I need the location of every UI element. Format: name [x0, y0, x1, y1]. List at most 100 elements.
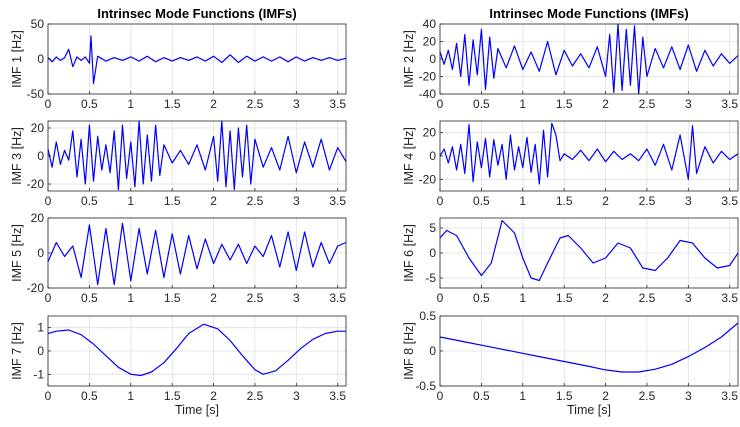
- series-line-imf3: [47, 120, 347, 191]
- y-axis-label: IMF 2 [Hz]: [402, 30, 416, 88]
- y-tick-label: -20: [419, 172, 437, 186]
- x-tick-label: 3.5: [721, 97, 738, 111]
- y-tick-label: 40: [423, 17, 437, 31]
- x-tick-label: 0.5: [473, 194, 490, 208]
- y-tick-label: -20: [419, 70, 437, 84]
- x-tick-label: 3: [685, 389, 692, 403]
- x-tick-label: 1: [519, 194, 526, 208]
- x-tick-label: 2: [210, 97, 217, 111]
- x-tick-label: 1.5: [556, 291, 573, 305]
- x-tick-label: 1.5: [164, 291, 181, 305]
- y-axis-label: IMF 7 [Hz]: [10, 322, 24, 380]
- x-tick-label: 2.5: [247, 291, 264, 305]
- y-tick-label: 20: [31, 211, 45, 225]
- y-tick-label: 0: [37, 246, 44, 260]
- x-tick-label: 3.5: [329, 97, 346, 111]
- y-tick-label: 0.5: [419, 309, 436, 323]
- x-tick-label: 0: [437, 194, 444, 208]
- x-tick-label: 2: [210, 291, 217, 305]
- y-axis-label: IMF 8 [Hz]: [402, 322, 416, 380]
- y-tick-label: -50: [27, 87, 45, 101]
- y-axis-label: IMF 5 [Hz]: [10, 224, 24, 282]
- y-tick-label: 50: [31, 17, 45, 31]
- x-tick-label: 1: [519, 291, 526, 305]
- series-line-imf2: [439, 23, 739, 95]
- x-tick-label: 0.5: [81, 194, 98, 208]
- x-tick-label: 1.5: [556, 389, 573, 403]
- x-tick-label: 0.5: [473, 389, 490, 403]
- x-tick-label: 3.5: [329, 291, 346, 305]
- y-tick-label: 0: [37, 344, 44, 358]
- y-tick-label: 20: [31, 121, 45, 135]
- x-tick-label: 3: [685, 97, 692, 111]
- x-tick-label: 0: [45, 389, 52, 403]
- x-tick-label: 3: [685, 194, 692, 208]
- y-tick-label: 0: [429, 149, 436, 163]
- x-tick-label: 1: [127, 389, 134, 403]
- x-tick-label: 3.5: [721, 389, 738, 403]
- x-tick-label: 2: [210, 194, 217, 208]
- x-tick-label: 0.5: [473, 97, 490, 111]
- x-tick-label: 3: [293, 389, 300, 403]
- x-tick-label: 2.5: [639, 291, 656, 305]
- y-tick-label: 1: [37, 321, 44, 335]
- x-tick-label: 1: [519, 97, 526, 111]
- x-tick-label: 1.5: [556, 194, 573, 208]
- x-tick-label: 0.5: [81, 291, 98, 305]
- y-tick-label: -20: [27, 281, 45, 295]
- x-tick-label: 2: [602, 291, 609, 305]
- series-line-imf5: [47, 222, 347, 286]
- y-tick-label: 0: [37, 149, 44, 163]
- x-tick-label: 3.5: [329, 194, 346, 208]
- x-tick-label: 0.5: [81, 97, 98, 111]
- x-tick-label: 2.5: [247, 389, 264, 403]
- y-axis-label: IMF 4 [Hz]: [402, 127, 416, 185]
- x-tick-label: 0.5: [473, 291, 490, 305]
- x-tick-label: 3.5: [721, 291, 738, 305]
- x-tick-label: 3.5: [329, 389, 346, 403]
- y-tick-label: 5: [429, 221, 436, 235]
- x-tick-label: 0: [437, 291, 444, 305]
- x-tick-label: 2.5: [639, 97, 656, 111]
- x-tick-label: 2: [602, 194, 609, 208]
- x-tick-label: 0: [45, 97, 52, 111]
- x-tick-label: 0: [437, 97, 444, 111]
- series-line-imf7: [47, 323, 346, 377]
- x-tick-label: 2: [602, 389, 609, 403]
- x-tick-label: 2.5: [247, 97, 264, 111]
- y-tick-label: -40: [419, 87, 437, 101]
- x-tick-label: 3: [685, 291, 692, 305]
- series-line-imf4: [439, 122, 739, 185]
- x-axis-label: Time [s]: [567, 403, 611, 417]
- x-tick-label: 2: [210, 389, 217, 403]
- y-tick-label: -20: [27, 177, 45, 191]
- x-tick-label: 0: [45, 291, 52, 305]
- x-tick-label: 1.5: [164, 97, 181, 111]
- y-axis-label: IMF 3 [Hz]: [10, 127, 24, 185]
- chart-title: Intrinsec Mode Functions (IMFs): [489, 6, 688, 21]
- x-tick-label: 2: [602, 97, 609, 111]
- y-tick-label: -0.5: [415, 379, 436, 393]
- x-tick-label: 1: [519, 389, 526, 403]
- y-tick-label: 20: [423, 126, 437, 140]
- x-tick-label: 3: [293, 194, 300, 208]
- x-tick-label: 2.5: [639, 194, 656, 208]
- x-tick-label: 3.5: [721, 194, 738, 208]
- x-tick-label: 2.5: [247, 194, 264, 208]
- chart-title: Intrinsec Mode Functions (IMFs): [97, 6, 296, 21]
- x-tick-label: 1.5: [164, 194, 181, 208]
- y-tick-label: 0: [429, 344, 436, 358]
- x-tick-label: 2.5: [639, 389, 656, 403]
- x-tick-label: 0.5: [81, 389, 98, 403]
- y-tick-label: -5: [425, 271, 436, 285]
- series-line-imf1: [47, 35, 347, 85]
- x-axis-label: Time [s]: [175, 403, 219, 417]
- x-tick-label: 1.5: [164, 389, 181, 403]
- x-tick-label: 1: [127, 194, 134, 208]
- x-tick-label: 1: [127, 97, 134, 111]
